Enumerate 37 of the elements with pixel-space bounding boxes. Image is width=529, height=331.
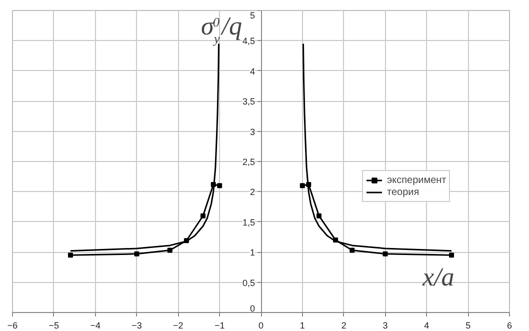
x-tick-label: 3 (382, 320, 388, 330)
x-tick-label: −4 (90, 320, 100, 330)
x-tick-label: 6 (506, 320, 512, 330)
y-tick-label: 1,5 (242, 217, 256, 228)
point (200, 213, 206, 218)
point (449, 252, 454, 258)
y-tick-label: 3,5 (242, 96, 256, 107)
point (350, 248, 355, 253)
point (167, 248, 172, 253)
point (68, 252, 73, 258)
legend-label: теория (387, 186, 420, 198)
y-tick-label: 3 (250, 126, 256, 137)
y-tick-label: 2 (250, 187, 256, 198)
x-tick-label: −6 (7, 320, 18, 330)
x-tick-label: 0 (258, 320, 264, 330)
x-tick-label: −2 (173, 320, 184, 330)
y-tick-label: 2,5 (242, 157, 256, 167)
point (316, 213, 322, 218)
x-tick-label: 1 (300, 320, 305, 330)
y-tick-label: 4 (250, 66, 256, 76)
x-tick-label: −3 (132, 320, 142, 330)
y-tick-label: 5 (250, 10, 256, 20)
y-tick-label: 0,5 (242, 278, 256, 288)
point (382, 251, 388, 256)
x-axis-title: x/a (422, 262, 454, 292)
y-tick-label: 4,5 (242, 36, 256, 46)
x-tick-label: −1 (214, 320, 225, 330)
y-tick-label: 1 (250, 248, 256, 258)
x-tick-label: 2 (341, 320, 346, 330)
point (134, 251, 140, 256)
x-tick-label: 5 (466, 320, 471, 330)
y-tick-label: 0 (250, 304, 256, 314)
legend-label: эксперимент (387, 174, 446, 186)
point (217, 183, 222, 188)
x-tick-label: 4 (424, 320, 430, 330)
point (300, 183, 305, 188)
x-tick-label: −5 (48, 320, 60, 330)
